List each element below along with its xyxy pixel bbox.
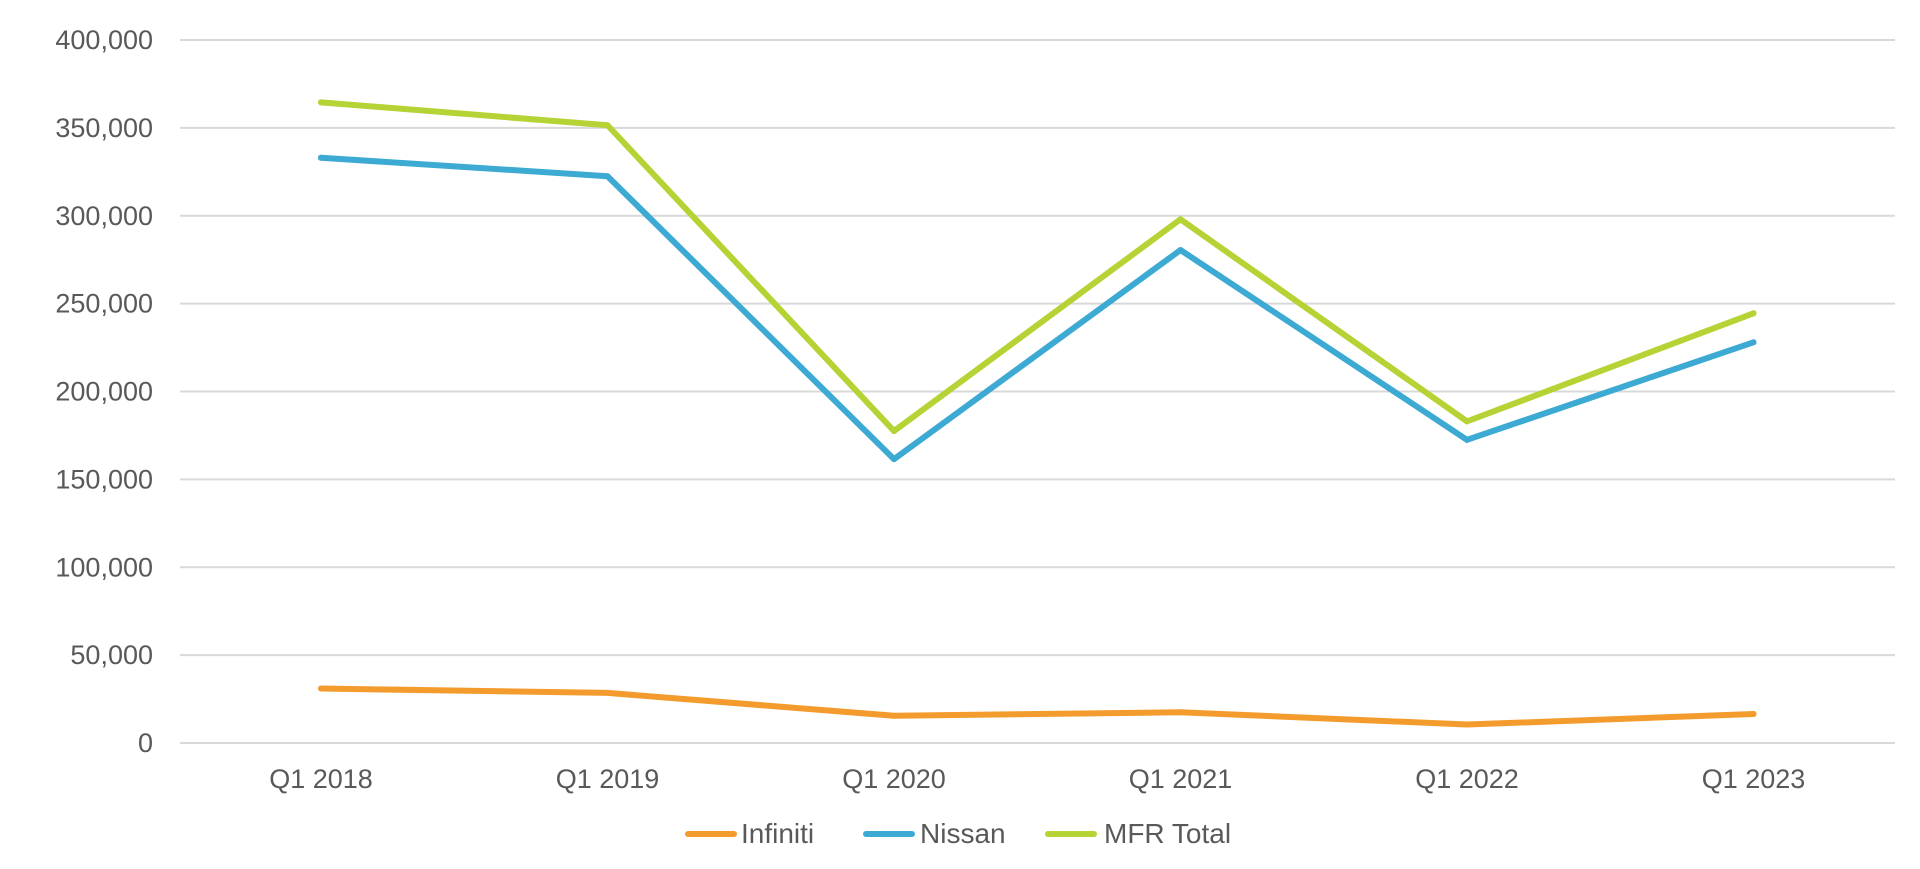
data-point-nissan	[1177, 247, 1184, 254]
data-point-infiniti	[1464, 721, 1470, 728]
data-point-mfr-total	[1177, 216, 1184, 223]
data-point-infiniti	[1177, 709, 1184, 716]
x-tick-label: Q1 2021	[1129, 764, 1233, 794]
series-line-nissan	[318, 154, 1757, 463]
y-axis-tick-labels: 0 50,000 100,000 150,000 200,000 250,000 300,0…	[55, 25, 153, 758]
legend-item-nissan: Nissan	[863, 818, 1006, 849]
data-point-nissan	[318, 154, 324, 161]
x-tick-label: Q1 2023	[1702, 764, 1806, 794]
data-point-infiniti	[604, 689, 611, 696]
data-point-nissan	[604, 173, 611, 180]
gridlines	[180, 39, 1895, 744]
data-point-mfr-total	[1750, 310, 1757, 317]
legend-label-mfr-total: MFR Total	[1104, 818, 1231, 849]
y-tick-label: 200,000	[55, 377, 153, 407]
series-line-mfr-total	[318, 99, 1757, 435]
x-tick-label: Q1 2020	[842, 764, 946, 794]
series-lines	[318, 99, 1757, 728]
legend-item-infiniti: Infiniti	[685, 818, 814, 849]
y-tick-label: 400,000	[55, 25, 153, 55]
y-tick-label: 350,000	[55, 113, 153, 143]
x-tick-label: Q1 2018	[269, 764, 373, 794]
y-tick-label: 300,000	[55, 201, 153, 231]
x-axis-tick-labels: Q1 2018 Q1 2019 Q1 2020 Q1 2021 Q1 2022 Q1 20…	[269, 764, 1805, 794]
legend-label-nissan: Nissan	[920, 818, 1006, 849]
legend-item-mfr-total: MFR Total	[1045, 818, 1231, 849]
data-point-infiniti	[891, 712, 897, 719]
legend: Infiniti Nissan MFR Total	[685, 818, 1231, 849]
data-point-mfr-total	[604, 122, 611, 129]
data-point-nissan	[1750, 339, 1757, 346]
series-line-infiniti	[318, 685, 1757, 728]
y-tick-label: 50,000	[70, 640, 153, 670]
data-point-infiniti	[318, 685, 324, 692]
data-point-nissan	[1464, 436, 1470, 443]
y-tick-label: 100,000	[55, 552, 153, 582]
x-tick-label: Q1 2022	[1415, 764, 1519, 794]
data-point-mfr-total	[1464, 418, 1470, 425]
y-tick-label: 0	[138, 728, 153, 758]
legend-label-infiniti: Infiniti	[741, 818, 814, 849]
data-point-mfr-total	[318, 99, 324, 106]
data-point-infiniti	[1750, 711, 1757, 718]
data-point-nissan	[891, 456, 897, 463]
data-point-mfr-total	[891, 428, 897, 435]
y-tick-label: 250,000	[55, 289, 153, 319]
y-tick-label: 150,000	[55, 464, 153, 494]
x-tick-label: Q1 2019	[556, 764, 660, 794]
